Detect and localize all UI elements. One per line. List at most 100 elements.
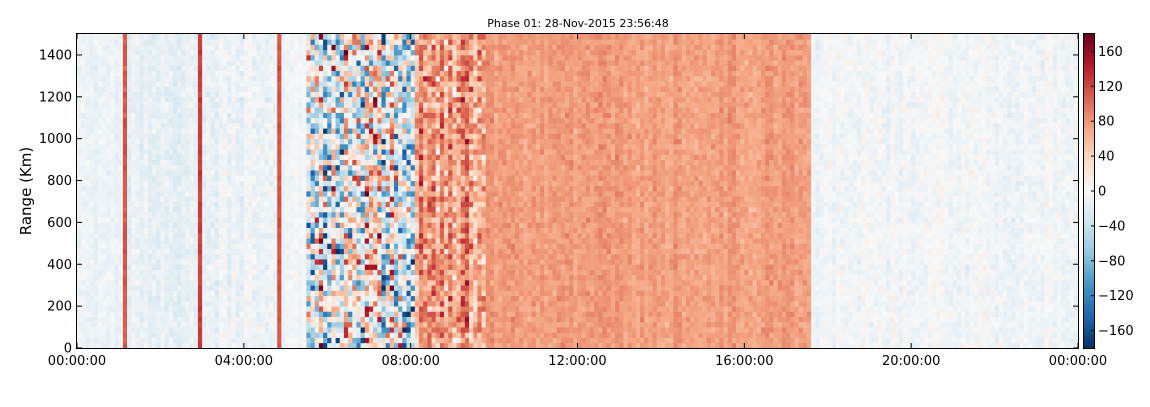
heatmap-cell — [156, 306, 161, 312]
heatmap-cell — [193, 295, 199, 302]
heatmap-cell — [227, 232, 232, 239]
heatmap-cell — [110, 117, 115, 124]
heatmap-cell — [110, 264, 115, 270]
heatmap-cell — [243, 327, 249, 333]
heatmap-cell — [273, 248, 278, 255]
heatmap-cell — [164, 54, 170, 61]
heatmap-cell — [118, 54, 124, 61]
heatmap-cell — [393, 327, 399, 333]
heatmap-cell — [281, 154, 286, 160]
heatmap-cell — [206, 143, 211, 150]
heatmap-cell — [102, 243, 107, 249]
heatmap-cell — [102, 122, 107, 129]
heatmap-cell — [147, 295, 153, 302]
heatmap-cell — [168, 65, 174, 72]
heatmap-cell — [218, 248, 224, 255]
heatmap-cell — [227, 211, 232, 218]
heatmap-cell — [339, 128, 345, 134]
heatmap-cell — [252, 170, 257, 176]
heatmap-cell — [268, 279, 274, 286]
heatmap-cell — [293, 191, 299, 197]
heatmap-cell — [352, 232, 357, 239]
heatmap-cell — [147, 342, 153, 349]
heatmap-cell — [373, 128, 378, 134]
heatmap-cell — [381, 227, 387, 234]
heatmap-cell — [168, 279, 174, 286]
heatmap-cell — [168, 342, 174, 349]
heatmap-cell — [197, 196, 203, 202]
heatmap-cell — [385, 180, 391, 187]
heatmap-cell — [243, 316, 249, 323]
heatmap-cell — [352, 44, 357, 51]
heatmap-cell — [293, 54, 299, 61]
heatmap-cell — [310, 164, 316, 171]
heatmap-cell — [298, 44, 303, 51]
heatmap-cell — [414, 65, 420, 72]
heatmap-cell — [156, 175, 161, 181]
heatmap-cell — [210, 253, 216, 260]
heatmap-cell — [243, 75, 249, 82]
heatmap-cell — [368, 138, 374, 145]
heatmap-cell — [89, 70, 95, 77]
heatmap-cell — [147, 248, 153, 255]
heatmap-cell — [185, 34, 191, 40]
heatmap-cell — [293, 175, 299, 181]
heatmap-cell — [248, 149, 253, 155]
heatmap-cell — [97, 238, 103, 244]
heatmap-cell — [214, 117, 220, 124]
heatmap-cell — [156, 133, 161, 140]
heatmap-cell — [239, 232, 245, 239]
heatmap-cell — [356, 102, 362, 108]
heatmap-cell — [239, 295, 245, 302]
heatmap-cell — [393, 54, 399, 61]
heatmap-cell — [398, 295, 403, 302]
heatmap-cell — [231, 138, 236, 145]
heatmap-cell — [264, 211, 270, 218]
heatmap-cell — [277, 75, 282, 82]
heatmap-cell — [210, 295, 216, 302]
heatmap-cell — [185, 196, 191, 202]
heatmap-cell — [239, 222, 245, 229]
heatmap-cell — [193, 269, 199, 276]
heatmap-cell — [156, 300, 161, 307]
heatmap-cell — [206, 259, 211, 265]
heatmap-cell — [239, 133, 245, 140]
heatmap-cell — [222, 306, 228, 312]
heatmap-cell — [356, 91, 362, 98]
heatmap-cell — [214, 49, 220, 56]
heatmap-cell — [122, 96, 128, 103]
heatmap-cell — [318, 154, 324, 160]
heatmap-cell — [285, 232, 291, 239]
heatmap-cell — [102, 285, 107, 291]
heatmap-cell — [106, 222, 111, 229]
heatmap-cell — [256, 269, 261, 276]
heatmap-cell — [352, 128, 357, 134]
heatmap-cell — [252, 342, 257, 349]
heatmap-cell — [343, 39, 349, 45]
heatmap-cell — [122, 285, 128, 291]
heatmap-cell — [231, 60, 236, 66]
heatmap-cell — [143, 75, 149, 82]
heatmap-cell — [143, 86, 149, 92]
heatmap-cell — [127, 91, 132, 98]
heatmap-cell — [298, 143, 303, 150]
heatmap-cell — [256, 102, 261, 108]
heatmap-cell — [168, 337, 174, 344]
heatmap-cell — [168, 211, 174, 218]
heatmap-cell — [348, 269, 353, 276]
heatmap-cell — [93, 253, 99, 260]
heatmap-cell — [352, 337, 357, 344]
heatmap-cell — [218, 185, 224, 192]
heatmap-cell — [114, 285, 120, 291]
heatmap-cell — [218, 86, 224, 92]
heatmap-cell — [260, 39, 266, 45]
heatmap-cell — [168, 316, 174, 323]
heatmap-cell — [406, 138, 412, 145]
heatmap-cell — [193, 211, 199, 218]
heatmap-cell — [177, 311, 182, 317]
heatmap-cell — [160, 39, 165, 45]
heatmap-cell — [377, 300, 382, 307]
heatmap-cell — [289, 191, 295, 197]
heatmap-cell — [423, 342, 428, 349]
heatmap-cell — [348, 243, 353, 249]
